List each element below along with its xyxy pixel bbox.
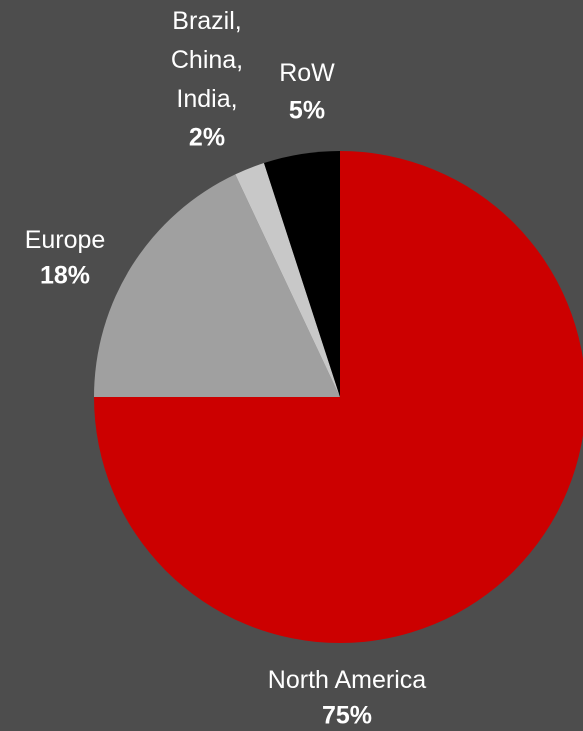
pie-slice [94, 174, 340, 397]
slice-label: Brazil, China, India, [171, 7, 243, 113]
slice-label: Europe [25, 226, 106, 254]
slice-value-label: 18% [40, 262, 90, 290]
pie-slice [263, 151, 340, 397]
slice-label: RoW [279, 59, 335, 87]
slice-label: North America [268, 666, 426, 694]
slice-value-label: 75% [322, 702, 372, 730]
pie-slice [235, 163, 340, 397]
slice-value-label: 5% [289, 97, 325, 125]
slice-value-label: 2% [189, 124, 225, 152]
pie-slice [94, 151, 583, 643]
